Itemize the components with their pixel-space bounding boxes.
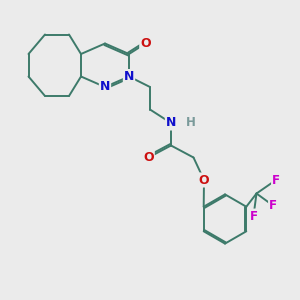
Text: O: O [143,151,154,164]
Text: O: O [199,173,209,187]
Text: F: F [272,173,280,187]
Text: O: O [140,37,151,50]
Text: F: F [269,199,277,212]
Text: N: N [100,80,110,94]
Text: F: F [250,209,257,223]
Text: N: N [124,70,134,83]
Text: H: H [186,116,195,130]
Text: N: N [166,116,176,130]
